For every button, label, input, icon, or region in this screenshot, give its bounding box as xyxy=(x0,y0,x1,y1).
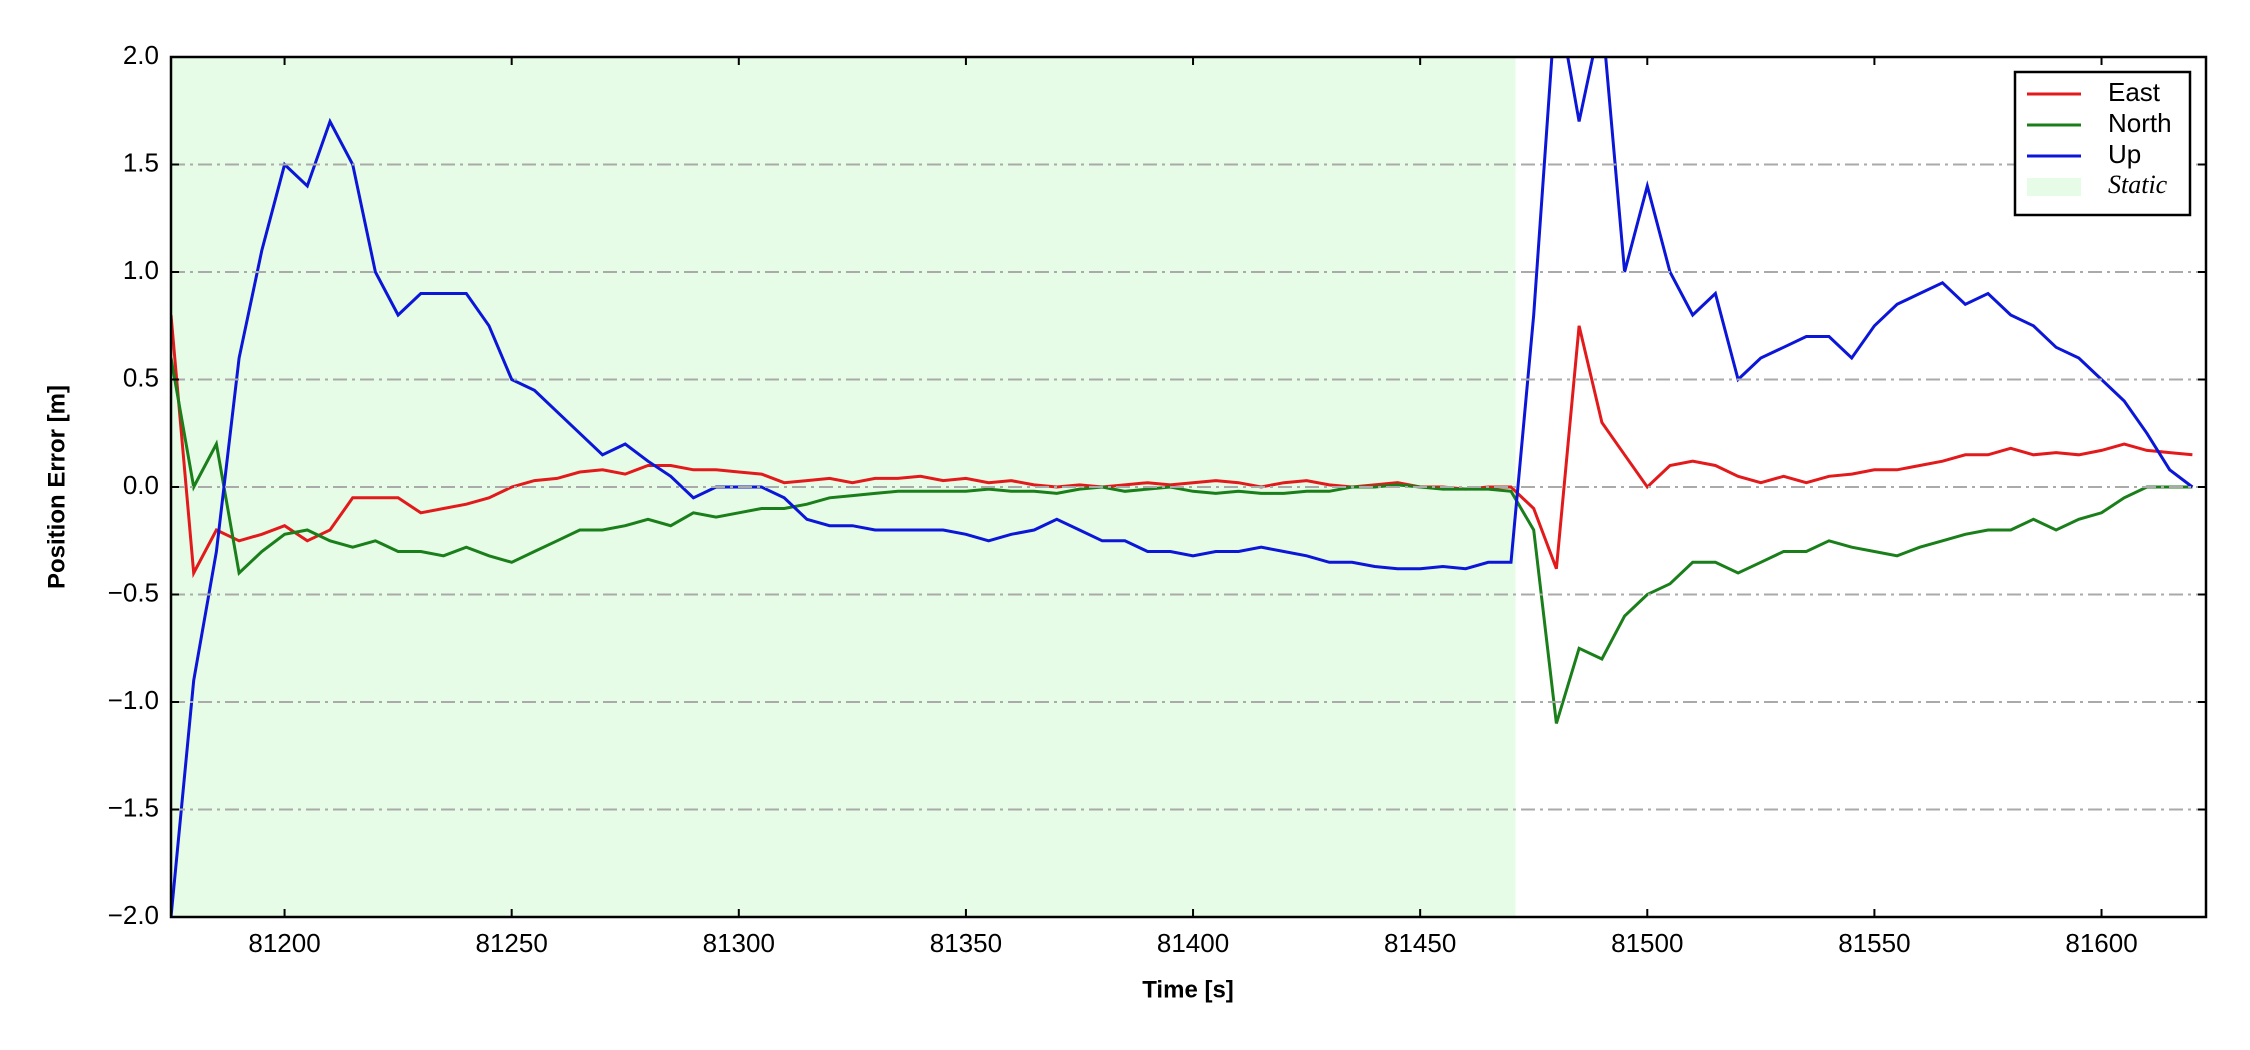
y-tick-label: 2.0 xyxy=(123,40,159,70)
series-line xyxy=(171,314,2193,579)
y-tick-label: 1.0 xyxy=(123,255,159,285)
x-tick-label: 81450 xyxy=(1384,928,1456,958)
y-tick-label: −1.0 xyxy=(108,685,159,715)
series-line xyxy=(171,357,2193,724)
x-tick-label: 81200 xyxy=(248,928,320,958)
x-tick-label: 81600 xyxy=(2065,928,2137,958)
x-tick-label: 81300 xyxy=(703,928,775,958)
x-tick-label: 81250 xyxy=(476,928,548,958)
legend-label: Static xyxy=(2108,170,2168,199)
x-axis-label: Time [s] xyxy=(1142,976,1234,1003)
series-line xyxy=(171,57,2194,917)
y-tick-label: 0.5 xyxy=(123,362,159,392)
y-tick-label: −1.5 xyxy=(108,792,159,822)
y-axis-label: Position Error [m] xyxy=(43,385,70,589)
x-tick-label: 81350 xyxy=(930,928,1002,958)
y-tick-label: −0.5 xyxy=(108,577,159,607)
plot-frame xyxy=(169,55,2208,919)
x-tick-label: 81400 xyxy=(1157,928,1229,958)
legend-label: Up xyxy=(2108,139,2141,169)
x-tick-label: 81550 xyxy=(1838,928,1910,958)
x-tick-label: 81500 xyxy=(1611,928,1683,958)
legend-label: East xyxy=(2108,77,2161,107)
y-tick-label: −2.0 xyxy=(108,900,159,930)
plot-area xyxy=(171,57,2194,917)
legend-swatch xyxy=(2027,178,2081,196)
y-tick-label: 1.5 xyxy=(123,147,159,177)
legend-label: North xyxy=(2108,108,2172,138)
y-tick-label: 0.0 xyxy=(123,470,159,500)
